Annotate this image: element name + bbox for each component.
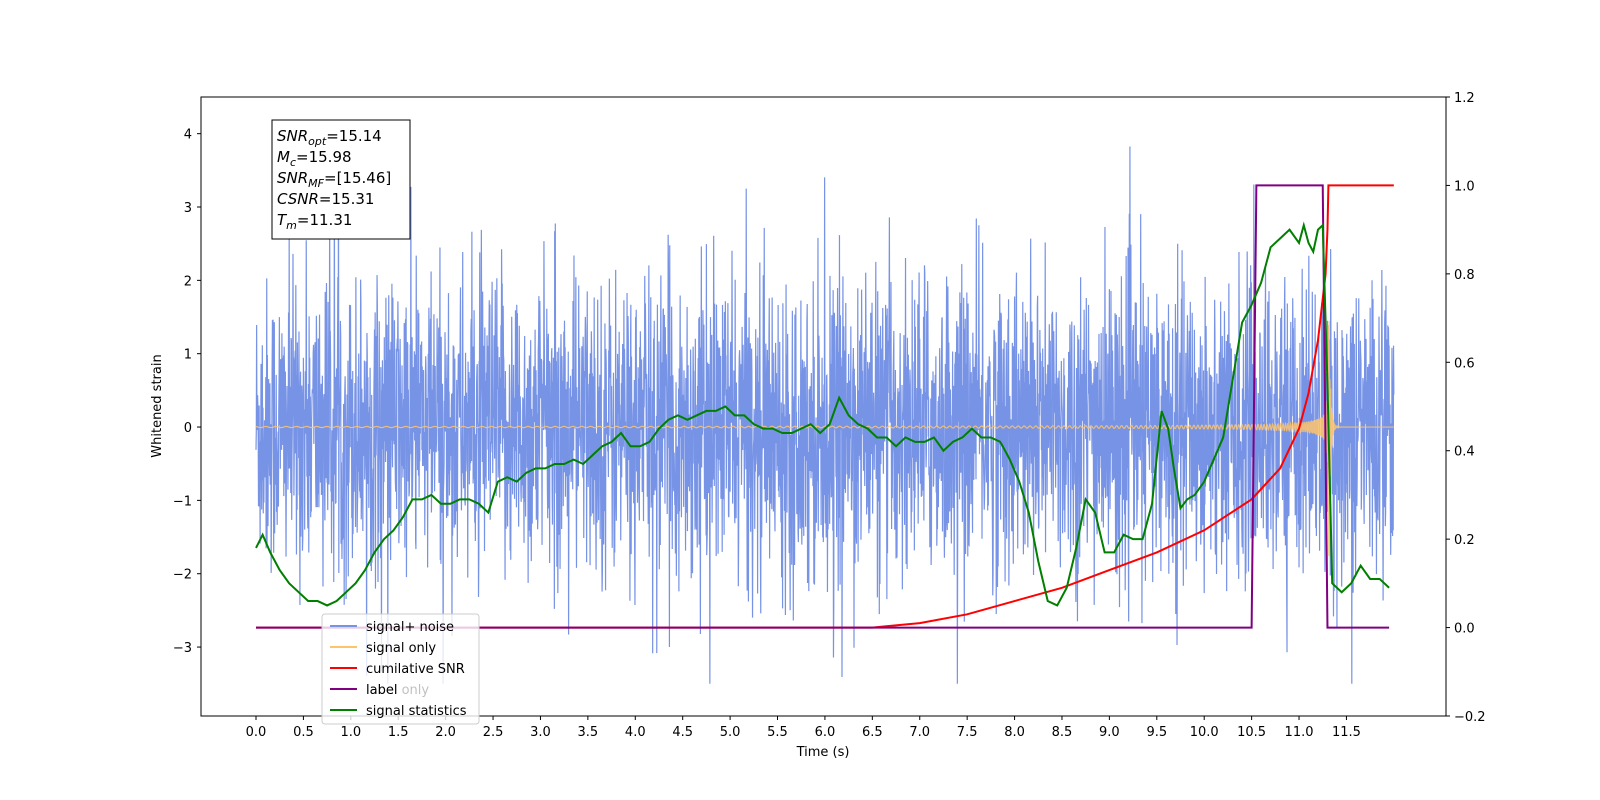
annotation-symbol: T — [277, 211, 288, 229]
x-tick-label: 3.0 — [530, 725, 551, 740]
x-tick-label: 6.5 — [862, 725, 883, 740]
annotation-line: SNRopt=15.14 — [277, 127, 382, 148]
annotation-value: =15.31 — [319, 190, 375, 208]
legend-label: signal only — [366, 641, 436, 656]
x-tick-label: 6.0 — [815, 725, 836, 740]
x-tick-label: 1.0 — [340, 725, 361, 740]
x-tick-label: 11.0 — [1285, 725, 1314, 740]
annotation-symbol: SNR — [277, 169, 308, 187]
plot-frame — [200, 96, 1447, 717]
annotation-subscript: MF — [308, 177, 324, 190]
y-right-tick-label: 1.0 — [1454, 179, 1475, 194]
y-left-tick-label: 2 — [184, 274, 192, 289]
y-left-tick-label: −2 — [173, 568, 192, 583]
annotation-value: =15.98 — [296, 148, 352, 166]
y-right-tick-label: 0.6 — [1454, 356, 1475, 371]
y-right-tick-label: 0.4 — [1454, 445, 1475, 460]
y-right-tick-label: 1.2 — [1454, 91, 1475, 106]
annotation-value: =[15.46] — [324, 169, 391, 187]
legend-frame — [321, 613, 480, 725]
x-tick-label: 8.0 — [1004, 725, 1025, 740]
metrics-annotation-box: SNRopt=15.14Mc=15.98SNRMF=[15.46]CSNR=15… — [271, 119, 411, 240]
y-right-tick-label: 0.2 — [1454, 533, 1475, 548]
x-tick-label: 5.5 — [767, 725, 788, 740]
annotation-subscript: m — [286, 219, 297, 232]
annotation-line: Mc=15.98 — [277, 148, 352, 169]
x-tick-label: 1.5 — [388, 725, 409, 740]
x-tick-label: 8.5 — [1052, 725, 1073, 740]
x-tick-label: 10.0 — [1190, 725, 1219, 740]
annotation-symbol: CSNR — [277, 190, 319, 208]
x-tick-label: 0.5 — [293, 725, 314, 740]
annotation-subscript: opt — [308, 135, 327, 148]
annotation-line: Tm=11.31 — [277, 211, 352, 232]
label-line — [256, 184, 1390, 629]
legend: signal+ noise signal only cumilative SNR la… — [321, 613, 480, 725]
x-tick-label: 10.5 — [1237, 725, 1266, 740]
y-right-tick-label: −0.2 — [1454, 710, 1486, 725]
x-tick-label: 3.5 — [578, 725, 599, 740]
y-right-tick-label: 0.0 — [1454, 622, 1475, 637]
annotation-line: CSNR=15.31 — [277, 190, 374, 208]
x-tick-label: 11.5 — [1332, 725, 1361, 740]
annotation-line: SNRMF=[15.46] — [277, 169, 391, 190]
signal-only-line — [255, 320, 1394, 557]
x-tick-label: 7.0 — [909, 725, 930, 740]
annotation-subscript: c — [290, 156, 296, 169]
x-tick-label: 9.0 — [1099, 725, 1120, 740]
x-tick-label: 4.0 — [625, 725, 646, 740]
y-left-tick-label: −1 — [173, 494, 192, 509]
y-axis-label: Whitened strain — [150, 354, 165, 457]
signal-statistics-line — [255, 221, 1390, 607]
x-tick-label: 4.5 — [672, 725, 693, 740]
x-axis-label: Time (s) — [796, 745, 850, 760]
x-tick-label: 0.0 — [246, 725, 267, 740]
legend-label: signal statistics — [366, 704, 467, 719]
y-left-tick-label: 0 — [184, 421, 192, 436]
annotation-value: =11.31 — [297, 211, 353, 229]
legend-label: cumilative SNR — [366, 662, 465, 677]
annotation-frame — [271, 119, 411, 240]
cumulative-snr-line — [256, 184, 1394, 629]
annotation-symbol: SNR — [277, 127, 308, 145]
x-tick-label: 2.0 — [435, 725, 456, 740]
series-layer — [255, 146, 1395, 684]
y-left-tick-label: 1 — [184, 348, 192, 363]
y-left-tick-label: 4 — [184, 128, 192, 143]
signal-plus-noise-line — [255, 146, 1395, 684]
x-tick-label: 2.5 — [483, 725, 504, 740]
annotation-value: =15.14 — [326, 127, 382, 145]
y-right-tick-label: 0.8 — [1454, 268, 1475, 283]
x-tick-label: 7.5 — [957, 725, 978, 740]
y-left-tick-label: 3 — [184, 201, 192, 216]
legend-label: signal+ noise — [366, 620, 454, 635]
axes-layer: 0.0 0.5 1.0 1.5 2.0 2.5 3.0 3.5 4.0 4.5 5.0 5.5 6.0 6… — [173, 91, 1486, 740]
x-tick-label: 5.0 — [720, 725, 741, 740]
legend-label: label — [366, 683, 397, 698]
annotation-symbol: M — [277, 148, 290, 166]
y-left-tick-label: −3 — [173, 641, 192, 656]
x-tick-label: 9.5 — [1146, 725, 1167, 740]
legend-label-hidden: label only — [366, 683, 429, 698]
